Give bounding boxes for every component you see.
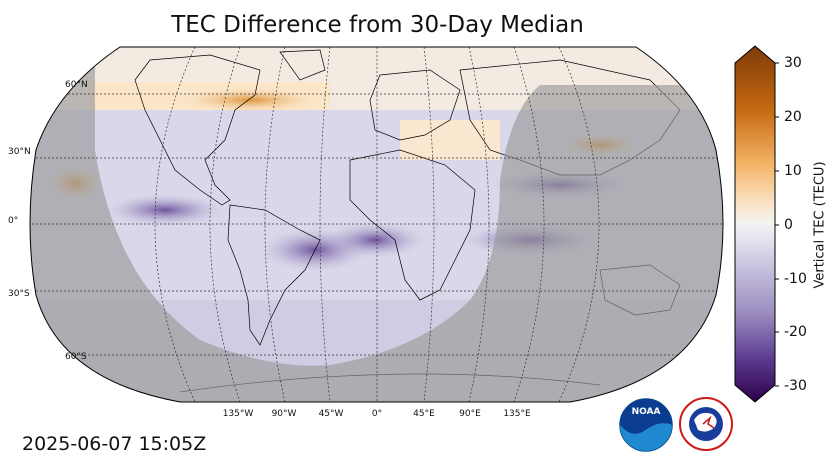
colorbar-tick-20: 20	[784, 109, 802, 125]
lon-label-135e: 135°E	[503, 409, 531, 419]
colorbar-tick-neg30: -30	[784, 378, 807, 394]
nws-logo	[679, 397, 733, 451]
lon-label-90e: 90°E	[459, 409, 481, 419]
map-border	[29, 46, 724, 403]
lat-label-30s: 30°S	[8, 289, 30, 299]
lon-label-90w: 90°W	[271, 409, 297, 419]
noaa-logo: NOAA	[619, 398, 673, 452]
lon-label-45e: 45°E	[413, 409, 435, 419]
map-field	[30, 47, 723, 402]
lon-label-135w: 135°W	[222, 409, 254, 419]
night-shading	[30, 47, 723, 402]
colorbar-scale	[734, 45, 776, 403]
colorbar-ticks	[775, 62, 779, 387]
lon-label-45w: 45°W	[318, 409, 344, 419]
noaa-logo-text: NOAA	[632, 407, 661, 417]
chart-title: TEC Difference from 30-Day Median	[171, 12, 584, 38]
timestamp: 2025-06-07 15:05Z	[22, 433, 207, 455]
lat-label-60s: 60°S	[65, 352, 87, 362]
colorbar-tick-30: 30	[784, 55, 802, 71]
lon-label-0: 0°	[371, 409, 383, 419]
colorbar-tick-neg20: -20	[784, 324, 807, 340]
colorbar-tick-neg10: -10	[784, 271, 807, 287]
lat-label-30n: 30°N	[8, 147, 31, 157]
graticule	[30, 47, 723, 402]
lat-label-0: 0°	[8, 216, 19, 226]
colorbar-tick-10: 10	[784, 163, 802, 179]
colorbar-tick-0: 0	[784, 217, 793, 233]
lat-label-60n: 60°N	[65, 80, 88, 90]
